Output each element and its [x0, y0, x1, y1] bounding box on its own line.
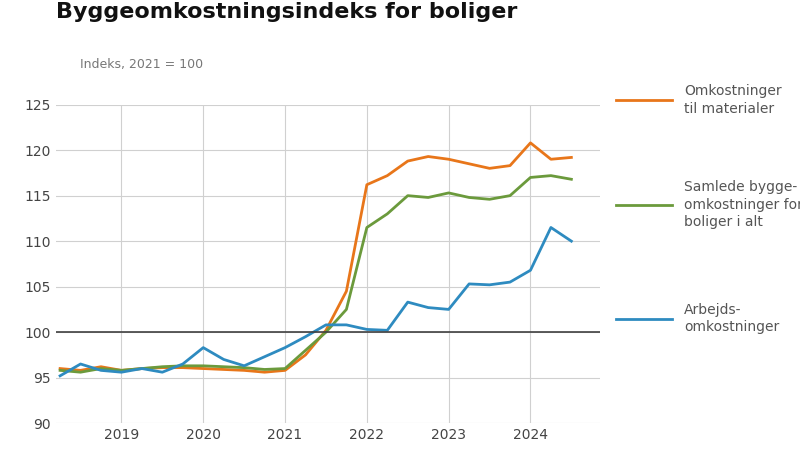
Text: Samlede bygge-
omkostninger for
boliger i alt: Samlede bygge- omkostninger for boliger … — [684, 181, 800, 229]
Text: Omkostninger
til materialer: Omkostninger til materialer — [684, 85, 782, 116]
Text: Indeks, 2021 = 100: Indeks, 2021 = 100 — [80, 57, 203, 71]
Text: Byggeomkostningsindeks for boliger: Byggeomkostningsindeks for boliger — [56, 2, 518, 22]
Text: Arbejds-
omkostninger: Arbejds- omkostninger — [684, 303, 779, 334]
